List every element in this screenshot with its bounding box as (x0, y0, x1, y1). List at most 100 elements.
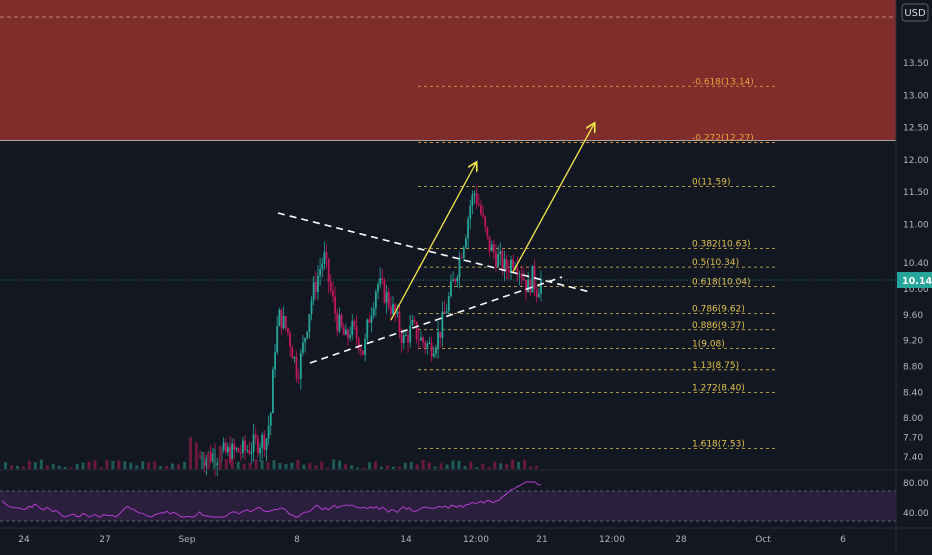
volume-bar (27, 460, 31, 469)
volume-bar (194, 442, 198, 469)
candle-body (272, 369, 274, 413)
candle-body (299, 352, 302, 379)
candle-body (385, 291, 388, 303)
candle-body (400, 332, 403, 344)
candle-body (314, 282, 317, 292)
volume-bar (391, 466, 395, 469)
candle-body (475, 193, 478, 204)
price-tick-label: 9.20 (903, 337, 923, 347)
candle-body (439, 332, 442, 338)
candle-body (490, 244, 493, 252)
price-axis[interactable]: 13.50 13.00 12.50 12.00 11.50 11.00 10.40 10.00… (895, 0, 932, 550)
candle-body (392, 304, 394, 314)
candle-body (327, 258, 330, 283)
candle-body (233, 443, 236, 450)
volume-bar (379, 466, 383, 469)
candle-body (441, 311, 444, 338)
candle-body (248, 449, 251, 454)
candle-body (205, 458, 208, 466)
volume-bar (290, 462, 294, 469)
candle-body (505, 259, 508, 271)
candle-body (241, 440, 244, 454)
candle-body (317, 275, 319, 292)
volume-bar (296, 459, 300, 469)
price-tick-label: 10.00 (903, 285, 929, 295)
volume-bar (230, 459, 234, 469)
candle-body (435, 348, 437, 354)
volume-bar (481, 463, 485, 469)
volume-bar (200, 451, 204, 469)
candle-body (394, 304, 397, 314)
volume-bar (451, 460, 455, 469)
candle-body (497, 254, 500, 267)
volume-bar (308, 463, 312, 469)
volume-bar (57, 465, 61, 469)
time-axis[interactable]: 24 27 Sep 8 14 12:00 21 12:00 28 Oct 6 (0, 527, 932, 545)
volume-bar (499, 463, 503, 469)
fib-label-10: 1.272(8.40) (692, 383, 745, 393)
volume-bar (45, 465, 49, 469)
candle-body (507, 270, 510, 273)
time-tick-label: 8 (294, 535, 300, 545)
volume-bar (356, 467, 360, 469)
volume-bar (153, 461, 157, 469)
time-tick-label: Oct (755, 535, 771, 545)
currency-label: USD (904, 8, 926, 19)
candle-body (510, 259, 512, 273)
volume-bar (33, 462, 37, 469)
rsi-tick-label: 40.00 (903, 509, 929, 519)
rsi-band (0, 491, 896, 521)
volume-bar (433, 466, 437, 469)
volume-bar (511, 459, 515, 469)
current-price-badge (897, 272, 932, 289)
candle-body (293, 356, 296, 359)
currency-badge[interactable]: USD (901, 3, 929, 22)
candle-body (480, 205, 482, 214)
candle-body (484, 216, 487, 228)
candle-body (516, 267, 519, 275)
price-tick-label: 9.60 (903, 311, 923, 321)
candle-body (252, 434, 255, 452)
candle-body (522, 278, 525, 281)
volume-bar (415, 464, 419, 469)
volume-bar (183, 461, 186, 469)
candle-body (488, 235, 491, 252)
candle-body (462, 247, 465, 259)
volume-bar (105, 460, 109, 469)
candle-body (364, 338, 367, 355)
candle-body (535, 289, 538, 298)
volume-bar (242, 463, 246, 469)
volume-bar (21, 466, 25, 469)
volume-bar (69, 467, 73, 469)
candle-body (351, 321, 354, 336)
volume-bar (218, 445, 222, 469)
volume-bar (344, 464, 348, 469)
volume-bar (93, 460, 97, 469)
candle-body (426, 343, 429, 348)
rsi-panel[interactable] (0, 469, 932, 522)
volume-bar (272, 460, 276, 469)
volume-bar (320, 461, 324, 469)
candle-body (501, 251, 504, 272)
volume-bar (469, 461, 473, 469)
fib-label-7: 0.886(9.37) (692, 321, 745, 331)
volume-bar (63, 466, 67, 469)
fib-label-6: 0.786(9.62) (692, 305, 745, 315)
volume-bar (493, 461, 497, 469)
candle-body (257, 438, 259, 454)
volume-bar (403, 462, 407, 469)
candle-body (452, 279, 454, 282)
fib-label-11: 1.618(7.53) (692, 440, 745, 450)
price-tick-label: 10.40 (903, 259, 929, 269)
volume-bar (535, 465, 539, 469)
candle-body (295, 356, 298, 378)
candle-body (492, 244, 495, 253)
candle-body (445, 311, 448, 314)
volume-bar (51, 463, 55, 469)
volume-bar (81, 462, 85, 469)
candle-body (209, 452, 212, 462)
candle-body (537, 293, 540, 298)
candle-body (409, 325, 412, 343)
